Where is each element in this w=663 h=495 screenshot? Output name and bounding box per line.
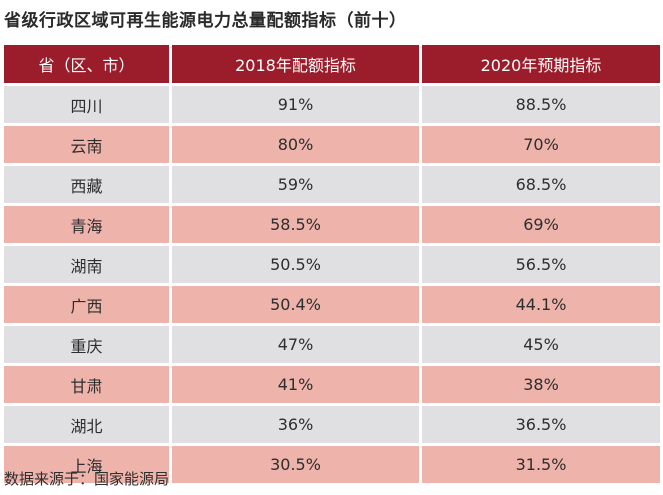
cell-province: 青海 [4, 206, 172, 243]
cell-2018-quota: 47% [172, 326, 422, 363]
table-row: 甘肃 41% 38% [4, 366, 660, 403]
cell-province: 西藏 [4, 166, 172, 203]
cell-2020-target: 38% [422, 366, 660, 403]
cell-province: 云南 [4, 126, 172, 163]
cell-2020-target: 44.1% [422, 286, 660, 323]
cell-2018-quota: 50.5% [172, 246, 422, 283]
header-province: 省（区、市） [4, 45, 172, 83]
cell-2020-target: 88.5% [422, 86, 660, 123]
cell-2018-quota: 59% [172, 166, 422, 203]
cell-2020-target: 31.5% [422, 446, 660, 483]
header-2020-target: 2020年预期指标 [422, 45, 660, 83]
table-row: 广西 50.4% 44.1% [4, 286, 660, 323]
table-row: 湖北 36% 36.5% [4, 406, 660, 443]
cell-province: 广西 [4, 286, 172, 323]
cell-province: 甘肃 [4, 366, 172, 403]
table-header-row: 省（区、市） 2018年配额指标 2020年预期指标 [4, 45, 660, 83]
table-row: 上海 30.5% 31.5% [4, 446, 660, 483]
cell-2020-target: 68.5% [422, 166, 660, 203]
table-row: 西藏 59% 68.5% [4, 166, 660, 203]
cell-province: 湖南 [4, 246, 172, 283]
table-row: 云南 80% 70% [4, 126, 660, 163]
quota-table: 省（区、市） 2018年配额指标 2020年预期指标 四川 91% 88.5% 云南 8… [4, 42, 660, 486]
table-row: 四川 91% 88.5% [4, 86, 660, 123]
table-row: 湖南 50.5% 56.5% [4, 246, 660, 283]
cell-2020-target: 56.5% [422, 246, 660, 283]
header-2018-quota: 2018年配额指标 [172, 45, 422, 83]
table-row: 重庆 47% 45% [4, 326, 660, 363]
chart-title: 省级行政区域可再生能源电力总量配额指标（前十） [4, 11, 407, 31]
cell-2018-quota: 30.5% [172, 446, 422, 483]
table-body: 四川 91% 88.5% 云南 80% 70% 西藏 59% 68.5% 青海 58.5% 69% 湖南… [4, 86, 660, 483]
cell-2020-target: 69% [422, 206, 660, 243]
data-source-note: 数据来源于：国家能源局 [4, 470, 170, 488]
cell-province: 上海 [4, 446, 172, 483]
cell-2018-quota: 58.5% [172, 206, 422, 243]
cell-2018-quota: 91% [172, 86, 422, 123]
cell-2018-quota: 36% [172, 406, 422, 443]
cell-province: 四川 [4, 86, 172, 123]
cell-province: 重庆 [4, 326, 172, 363]
cell-2018-quota: 80% [172, 126, 422, 163]
table-row: 青海 58.5% 69% [4, 206, 660, 243]
cell-province: 湖北 [4, 406, 172, 443]
cell-2020-target: 45% [422, 326, 660, 363]
cell-2018-quota: 41% [172, 366, 422, 403]
cell-2020-target: 70% [422, 126, 660, 163]
cell-2018-quota: 50.4% [172, 286, 422, 323]
cell-2020-target: 36.5% [422, 406, 660, 443]
